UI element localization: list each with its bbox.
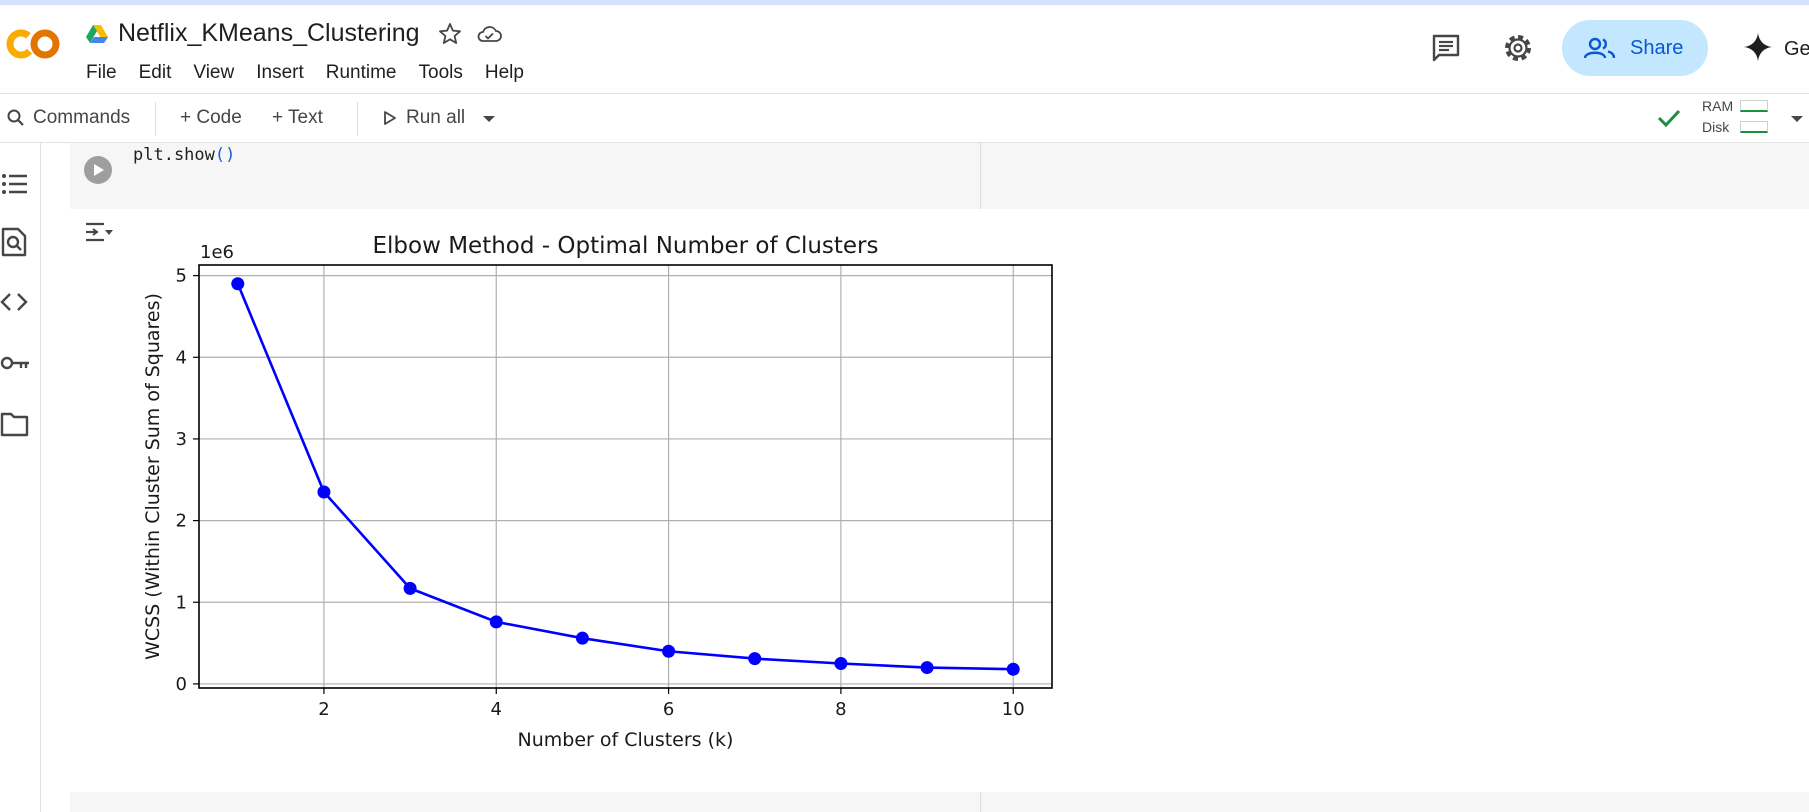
chart-title: Elbow Method - Optimal Number of Cluster… bbox=[372, 233, 878, 259]
menu-edit[interactable]: Edit bbox=[138, 62, 172, 83]
menu-insert[interactable]: Insert bbox=[256, 62, 304, 83]
files-folder-icon[interactable] bbox=[0, 409, 30, 439]
data-point bbox=[1006, 662, 1020, 676]
y-axis-label: WCSS (Within Cluster Sum of Squares) bbox=[142, 293, 164, 660]
find-icon[interactable] bbox=[0, 227, 30, 257]
top-accent-strip bbox=[0, 0, 1809, 5]
add-code-button[interactable]: + Code bbox=[180, 107, 242, 129]
share-button[interactable]: Share bbox=[1562, 20, 1708, 76]
data-point bbox=[662, 644, 676, 658]
code-line[interactable]: plt.show() bbox=[133, 145, 235, 165]
left-side-rail bbox=[0, 143, 41, 812]
y-tick-label: 4 bbox=[176, 347, 187, 368]
gemini-label[interactable]: Ge bbox=[1784, 38, 1809, 60]
data-point bbox=[489, 615, 503, 629]
table-of-contents-icon[interactable] bbox=[0, 169, 30, 199]
commands-label: Commands bbox=[33, 107, 131, 128]
data-point bbox=[575, 631, 589, 645]
y-tick-label: 3 bbox=[176, 429, 187, 450]
data-point bbox=[920, 661, 934, 675]
y-tick-label: 1 bbox=[176, 592, 187, 613]
disk-label: Disk bbox=[1702, 119, 1730, 135]
plot-frame bbox=[198, 264, 1053, 689]
add-code-label: + Code bbox=[180, 107, 242, 128]
play-icon bbox=[94, 164, 104, 176]
x-tick-label: 2 bbox=[318, 699, 329, 720]
y-tick-label: 2 bbox=[176, 511, 187, 532]
y-offset-label: 1e6 bbox=[200, 242, 234, 263]
x-tick-label: 4 bbox=[491, 699, 502, 720]
menu-help[interactable]: Help bbox=[484, 62, 524, 83]
x-tick-label: 6 bbox=[663, 699, 674, 720]
menu-runtime[interactable]: Runtime bbox=[325, 62, 397, 83]
menu-file[interactable]: File bbox=[86, 62, 117, 83]
data-point bbox=[748, 652, 762, 666]
disk-usage-graph[interactable] bbox=[1740, 121, 1768, 133]
elbow-chart: 2 4 6 8 10 0 1 2 3 4 5 1e6 Elbow Method - Optimal Nu… bbox=[142, 233, 1053, 751]
run-cell-button[interactable] bbox=[84, 156, 112, 184]
x-axis-label: Number of Clusters (k) bbox=[518, 729, 734, 751]
notebook-title[interactable]: Netflix_KMeans_Clustering bbox=[118, 19, 420, 47]
output-toggle-icon[interactable] bbox=[84, 219, 114, 245]
data-point bbox=[403, 581, 417, 595]
notebook-toolbar: Commands + Code + Text Run all RAM Disk bbox=[0, 93, 1809, 143]
data-point bbox=[317, 485, 331, 499]
code-parens: () bbox=[214, 145, 236, 165]
ram-label: RAM bbox=[1702, 98, 1734, 114]
data-point bbox=[231, 277, 245, 291]
comment-icon[interactable] bbox=[1431, 33, 1461, 63]
ram-usage-graph[interactable] bbox=[1740, 100, 1768, 112]
cell-divider bbox=[980, 792, 981, 812]
toolbar-divider bbox=[155, 102, 156, 136]
next-code-cell[interactable] bbox=[70, 792, 1809, 812]
toolbar-divider bbox=[357, 102, 358, 136]
cloud-saved-icon[interactable] bbox=[476, 22, 502, 46]
menu-tools[interactable]: Tools bbox=[418, 62, 463, 83]
run-all-label: Run all bbox=[406, 107, 466, 128]
menu-view[interactable]: View bbox=[193, 62, 235, 83]
colab-logo[interactable] bbox=[6, 28, 62, 60]
gemini-sparkle-icon[interactable] bbox=[1743, 32, 1773, 62]
code-cell[interactable] bbox=[70, 143, 1809, 209]
runtime-dropdown-icon[interactable] bbox=[1790, 114, 1804, 124]
code-text: plt.show bbox=[133, 145, 215, 165]
wcss-series-line bbox=[236, 283, 1014, 671]
y-tick-label: 0 bbox=[176, 674, 187, 695]
code-snippets-icon[interactable] bbox=[0, 287, 30, 317]
people-icon bbox=[1584, 37, 1616, 59]
secrets-key-icon[interactable] bbox=[0, 348, 30, 378]
settings-gear-icon[interactable] bbox=[1502, 32, 1534, 64]
y-tick-label: 5 bbox=[176, 266, 187, 287]
x-tick-label: 10 bbox=[1002, 699, 1025, 720]
add-text-button[interactable]: + Text bbox=[272, 107, 323, 129]
commands-button[interactable]: Commands bbox=[6, 107, 130, 129]
connected-check-icon[interactable] bbox=[1656, 106, 1682, 130]
x-tick-label: 8 bbox=[835, 699, 846, 720]
play-outline-icon bbox=[384, 111, 396, 125]
data-point bbox=[834, 657, 848, 671]
menu-bar: File Edit View Insert Runtime Tools Help bbox=[86, 62, 546, 84]
cell-divider bbox=[980, 143, 981, 209]
share-label: Share bbox=[1630, 36, 1684, 59]
run-all-dropdown-icon[interactable] bbox=[482, 114, 496, 124]
search-icon bbox=[7, 109, 24, 126]
star-icon[interactable] bbox=[438, 22, 462, 46]
add-text-label: + Text bbox=[272, 107, 323, 128]
google-drive-icon[interactable] bbox=[86, 24, 108, 44]
run-all-button[interactable]: Run all bbox=[383, 107, 465, 129]
